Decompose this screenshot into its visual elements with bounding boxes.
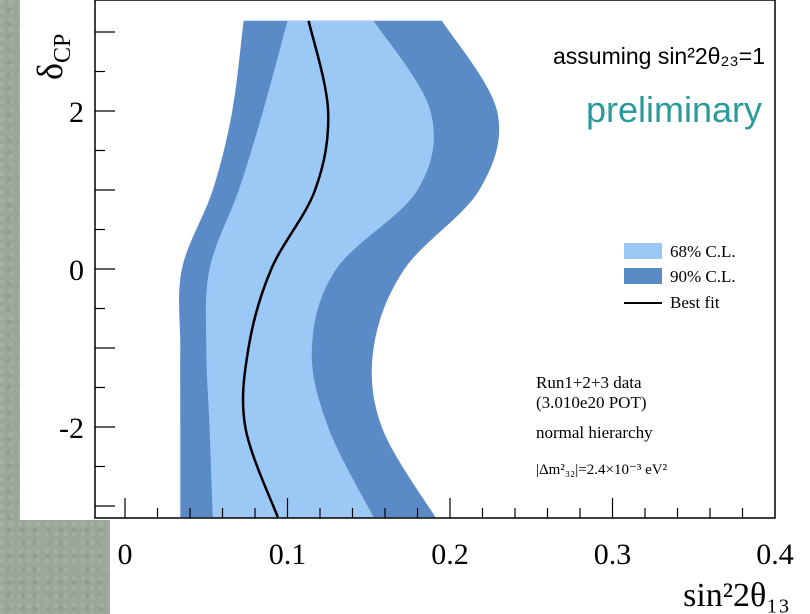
legend: 68% C.L. 90% C.L. Best fit: [624, 242, 736, 312]
legend-swatch-68: [624, 243, 662, 259]
pot-label: (3.010e20 POT): [536, 393, 646, 412]
x-tick-label: 0.2: [431, 538, 469, 571]
y-tick-label: 0: [69, 254, 84, 287]
legend-swatch-90: [624, 268, 662, 284]
assumption-label: assuming sin²2θ₂₃=1: [553, 43, 765, 69]
y-axis: 2 0 -2: [59, 31, 115, 507]
dm2-label: |Δm²₃₂|=2.4×10⁻³ eV²: [536, 462, 668, 478]
legend-label-90: 90% C.L.: [670, 267, 736, 286]
run-data-label: Run1+2+3 data: [536, 373, 642, 392]
best-fit-line: [241, 20, 330, 518]
y-tick-label: 2: [69, 96, 84, 129]
x-tick-label: 0.4: [756, 538, 794, 571]
y-axis-label-sub: CP: [50, 34, 76, 63]
x-axis: 0 0.1 0.2 0.3 0.4: [118, 498, 794, 571]
x-tick-label: 0.1: [269, 538, 307, 571]
y-tick-label: -2: [59, 412, 84, 445]
band-68cl: [205, 20, 434, 518]
y-axis-label: δCP: [30, 34, 76, 80]
confidence-bands: [179, 20, 500, 518]
x-tick-label: 0.3: [594, 538, 632, 571]
x-tick-label: 0: [118, 538, 133, 571]
x-axis-label: sin²2θ₁₃: [683, 577, 790, 614]
hierarchy-label: normal hierarchy: [536, 423, 653, 442]
x-label-panel: [110, 520, 810, 614]
plot-frame: [94, 0, 776, 519]
legend-label-68: 68% C.L.: [670, 242, 736, 261]
legend-label-best-fit: Best fit: [670, 293, 720, 312]
preliminary-label: preliminary: [586, 89, 762, 130]
